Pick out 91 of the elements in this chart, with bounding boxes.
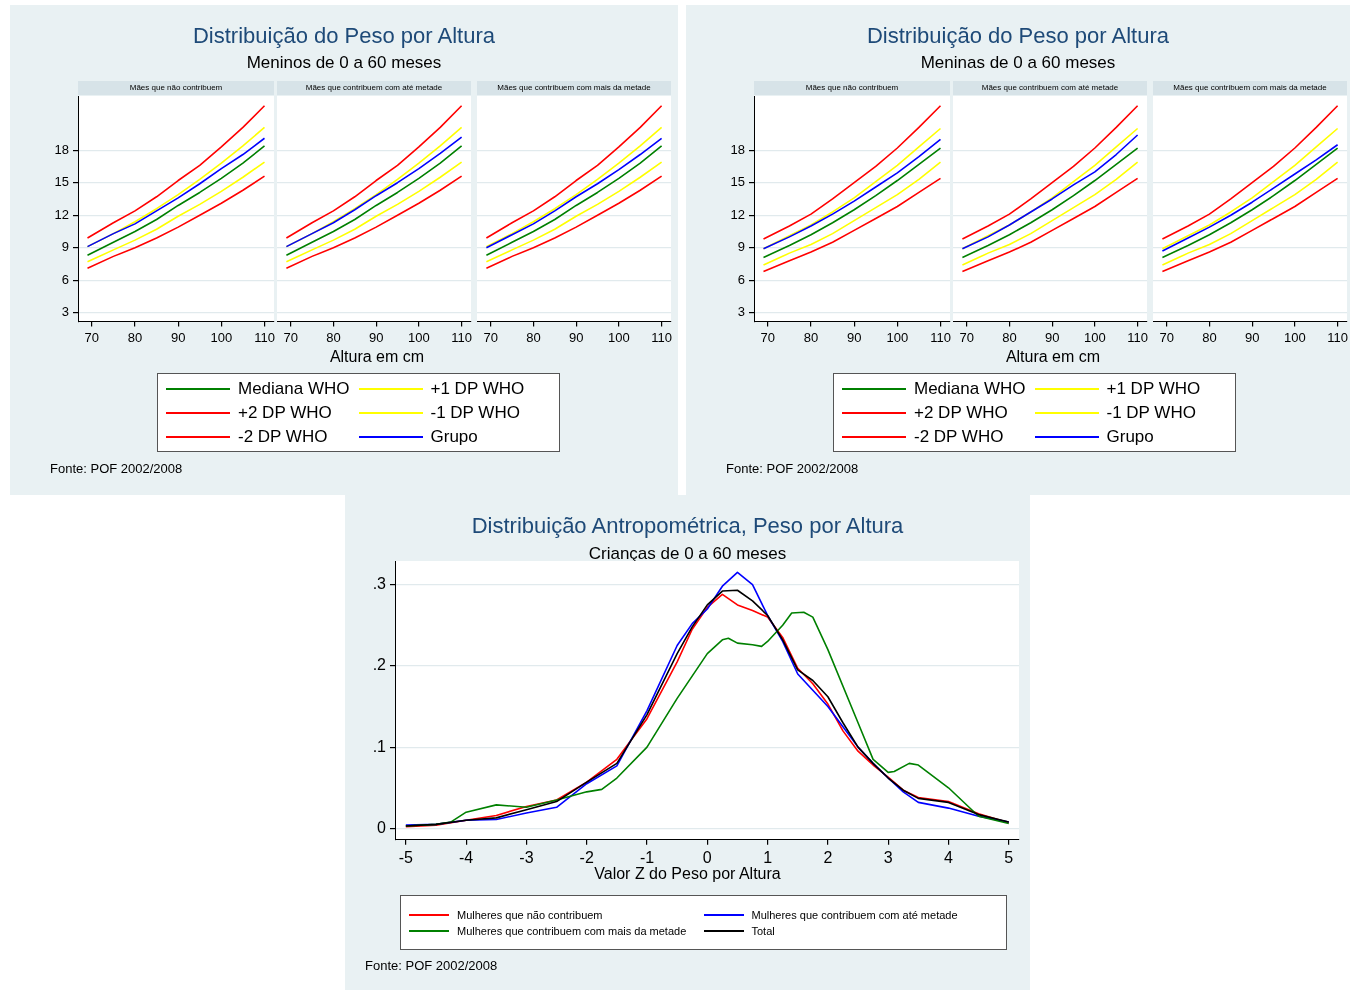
y-tick-label: 18: [54, 141, 69, 157]
y-tick-label: 3: [61, 304, 69, 320]
chart-title: Distribuição do Peso por Altura: [191, 23, 497, 49]
x-axis-title: Valor Z do Peso por Altura: [593, 865, 782, 883]
x-tick-label: 90: [1044, 329, 1060, 345]
x-tick-label: 80: [127, 329, 143, 345]
y-tick-label: 9: [737, 239, 745, 255]
x-tick-label: 2: [823, 848, 833, 866]
x-tick-label: 90: [568, 329, 584, 345]
x-tick-label: 100: [1084, 329, 1106, 345]
x-tick-label: 80: [526, 329, 541, 345]
x-tick-label: 100: [608, 329, 630, 345]
legend-label: +2 DP WHO: [914, 402, 1008, 423]
legend-label: +2 DP WHO: [238, 402, 332, 423]
x-tick-label: 70: [959, 329, 974, 345]
y-tick-label: .2: [372, 656, 387, 674]
x-tick-label: 70: [283, 329, 298, 345]
x-tick-label: 4: [944, 848, 954, 866]
x-tick-label: 80: [326, 329, 341, 345]
x-tick-label: 110: [651, 329, 672, 345]
chart-title: Distribuição do Peso por Altura: [865, 23, 1171, 49]
legend-label: Mediana WHO: [914, 378, 1026, 399]
x-tick-label: -4: [459, 848, 474, 866]
y-tick-label: .3: [372, 574, 387, 592]
text: Mães que não contribuem: [754, 81, 950, 95]
text: Mães que contribuem com mais da metade: [1153, 81, 1347, 95]
legend-label: -1 DP WHO: [1106, 402, 1196, 423]
y-tick-label: 12: [730, 206, 745, 222]
legend-label: +1 DP WHO: [1106, 378, 1201, 399]
legend-label: Mulheres que não contribuem: [457, 908, 603, 921]
x-tick-label: -2: [579, 848, 594, 866]
x-tick-label: 110: [1127, 329, 1148, 345]
x-tick-label: 70: [84, 329, 100, 345]
chart-subtitle: Crianças de 0 a 60 meses: [587, 544, 788, 564]
text: Mães que contribuem com mais da metade: [477, 81, 671, 95]
legend-label: Total: [751, 924, 775, 937]
x-tick-label: 80: [803, 329, 819, 345]
chart-title: Distribuição Antropométrica, Peso por Altura: [470, 513, 905, 539]
x-tick-label: 70: [483, 329, 498, 345]
y-tick-label: 18: [730, 141, 745, 157]
x-tick-label: 70: [760, 329, 776, 345]
x-tick-label: 5: [1004, 848, 1014, 866]
y-tick-label: 15: [54, 174, 69, 190]
x-tick-label: -3: [519, 848, 534, 866]
source-note: Fonte: POF 2002/2008: [50, 461, 183, 476]
y-tick-label: 6: [737, 271, 745, 287]
x-tick-label: 1: [763, 848, 773, 866]
legend-label: Mediana WHO: [238, 378, 350, 399]
legend-label: -2 DP WHO: [914, 426, 1004, 447]
source-note: Fonte: POF 2002/2008: [726, 461, 859, 476]
legend-label: -2 DP WHO: [238, 426, 328, 447]
y-tick-label: 6: [61, 271, 69, 287]
x-tick-label: 100: [210, 329, 233, 345]
x-tick-label: 90: [1244, 329, 1260, 345]
x-tick-label: -1: [639, 848, 655, 866]
x-tick-label: 110: [930, 329, 951, 345]
x-tick-label: 90: [170, 329, 186, 345]
x-tick-label: 3: [883, 848, 893, 866]
legend-label: Mulheres que contribuem com mais da metade: [457, 924, 687, 937]
text: Mães que contribuem com até metade: [277, 81, 471, 95]
x-tick-label: 90: [846, 329, 862, 345]
legend-label: Grupo: [1106, 426, 1154, 447]
text: Mães que não contribuem: [78, 81, 274, 95]
chart-subtitle: Meninas de 0 a 60 meses: [919, 53, 1117, 73]
x-axis-title: Altura em cm: [328, 348, 426, 366]
y-tick-label: 3: [737, 304, 745, 320]
legend-label: Grupo: [430, 426, 478, 447]
y-tick-label: 9: [61, 239, 69, 255]
chart-subtitle: Meninos de 0 a 60 meses: [245, 53, 443, 73]
y-tick-label: 12: [54, 206, 69, 222]
x-tick-label: 80: [1202, 329, 1217, 345]
source-note: Fonte: POF 2002/2008: [365, 958, 498, 973]
y-tick-label: 0: [377, 818, 387, 836]
y-tick-label: .1: [372, 737, 387, 755]
legend-label: +1 DP WHO: [430, 378, 525, 399]
x-tick-label: 90: [368, 329, 384, 345]
x-tick-label: 110: [451, 329, 472, 345]
x-tick-label: 0: [702, 848, 712, 866]
legend-label: -1 DP WHO: [430, 402, 520, 423]
x-tick-label: 110: [254, 329, 275, 345]
x-tick-label: 110: [1327, 329, 1348, 345]
y-tick-label: 15: [730, 174, 745, 190]
x-tick-label: 100: [408, 329, 430, 345]
x-tick-label: 70: [1159, 329, 1174, 345]
legend-label: Mulheres que contribuem com até metade: [751, 908, 958, 921]
x-tick-label: 100: [1284, 329, 1306, 345]
x-tick-label: 80: [1002, 329, 1017, 345]
x-axis-title: Altura em cm: [1004, 348, 1102, 366]
x-tick-label: 100: [886, 329, 909, 345]
text: Mães que contribuem com até metade: [953, 81, 1147, 95]
x-tick-label: -5: [398, 848, 414, 866]
